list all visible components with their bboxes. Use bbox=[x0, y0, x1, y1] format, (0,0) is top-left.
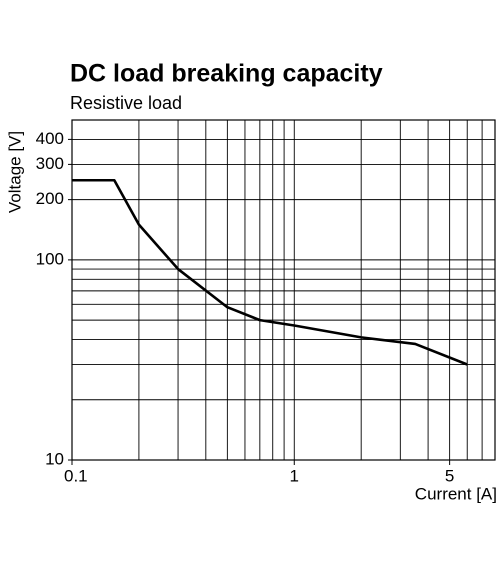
y-tick-label: 10 bbox=[45, 449, 64, 468]
x-tick-label: 0.1 bbox=[64, 466, 88, 485]
data-line bbox=[72, 178, 468, 366]
x-axis-label: Current [A] bbox=[415, 484, 497, 503]
y-tick-label: 100 bbox=[36, 249, 64, 268]
y-tick-label: 400 bbox=[36, 129, 64, 148]
plot-frame bbox=[71, 119, 496, 461]
chart-title: DC load breaking capacity bbox=[70, 60, 383, 88]
chart-subtitle: Resistive load bbox=[70, 93, 182, 113]
y-tick-label: 200 bbox=[36, 189, 64, 208]
y-tick-label: 300 bbox=[36, 154, 64, 173]
y-axis-label: Voltage [V] bbox=[5, 131, 24, 213]
x-tick-label: 5 bbox=[445, 466, 454, 485]
x-tick-label: 1 bbox=[290, 466, 299, 485]
